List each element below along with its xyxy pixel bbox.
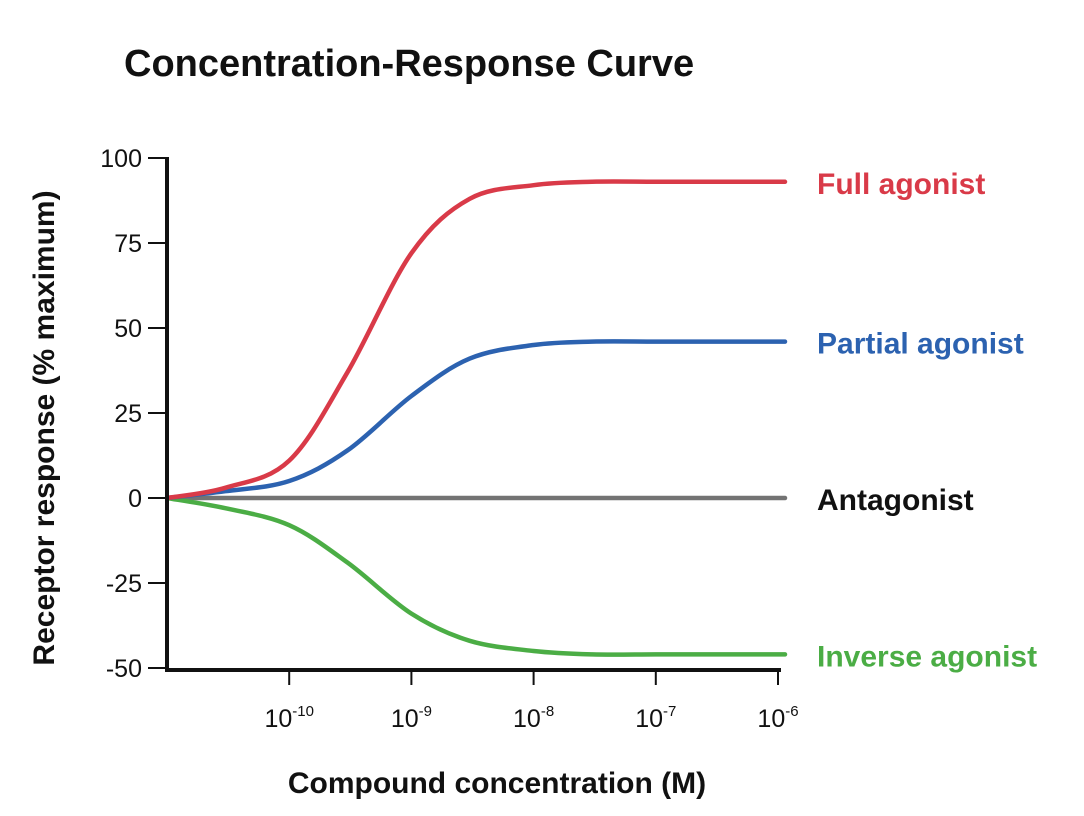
series-label-inverse-agonist: Inverse agonist [817,640,1037,673]
y-tick-label: -25 [106,570,142,598]
x-axis-label: Compound concentration (M) [288,767,706,800]
x-tick-base: 10 [264,705,292,733]
series-line-partial-agonist [164,339,788,501]
series-label-full-agonist: Full agonist [817,168,985,201]
series-line-full-agonist [164,179,788,501]
y-tick-label: 75 [114,230,142,258]
y-axis-ticks: 100 75 50 25 0 -25 -50 [100,145,167,683]
y-tick-label: 25 [114,400,142,428]
x-tick-base: 10 [513,705,541,733]
series-label-antagonist: Antagonist [817,484,974,517]
x-tick-exponent: -8 [541,703,554,720]
x-axis-ticks: 10-10 10-9 10-8 10-7 10-6 [264,670,799,733]
x-tick-label: 10-9 [391,703,432,733]
x-tick-exponent: -7 [663,703,676,720]
x-tick-base: 10 [391,705,419,733]
x-tick-label: 10-6 [757,703,798,733]
x-tick-label: 10-8 [513,703,554,733]
x-tick-label: 10-10 [264,703,314,733]
y-tick-label: 0 [128,485,142,513]
x-tick-base: 10 [757,705,785,733]
chart-title: Concentration-Response Curve [124,43,694,85]
x-tick-exponent: -6 [785,703,798,720]
x-tick-base: 10 [635,705,663,733]
y-tick-label: 50 [114,315,142,343]
x-tick-label: 10-7 [635,703,676,733]
series-label-partial-agonist: Partial agonist [817,328,1024,361]
y-tick-label: -50 [106,655,142,683]
x-tick-exponent: -9 [419,703,432,720]
series-line-inverse-agonist [164,495,788,657]
y-axis-label: Receptor response (% maximum) [28,190,61,665]
y-tick-label: 100 [100,145,142,173]
plot-series [164,179,788,657]
series-labels: Full agonist Partial agonist Antagonist Inv… [817,168,1037,674]
x-tick-exponent: -10 [292,703,314,720]
